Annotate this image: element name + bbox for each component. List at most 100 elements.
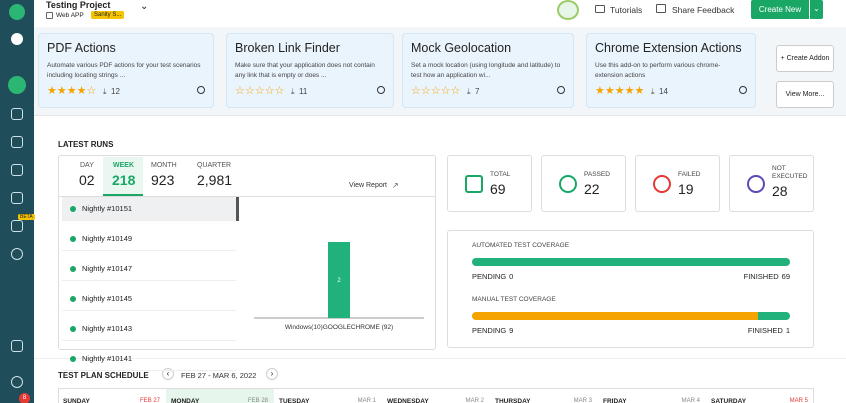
day-date: MAR 1 bbox=[357, 398, 376, 403]
status-dot bbox=[70, 236, 76, 242]
view-report-link[interactable]: View Report bbox=[349, 182, 388, 189]
star: ★ bbox=[595, 85, 605, 97]
create-addon-button[interactable]: + Create Addon bbox=[776, 45, 834, 72]
calendar-day[interactable]: FRIDAY MAR 4 bbox=[598, 389, 706, 403]
nav-icon[interactable] bbox=[11, 220, 23, 232]
addon-title: Broken Link Finder bbox=[235, 41, 340, 55]
calendar-day[interactable]: SATURDAY MAR 5 bbox=[706, 389, 814, 403]
calendar-day[interactable]: TUESDAY MAR 1 bbox=[274, 389, 382, 403]
dashboard-icon[interactable] bbox=[8, 76, 26, 94]
run-name: Nightly #10149 bbox=[82, 234, 133, 243]
run-row[interactable]: Nightly #10149 bbox=[62, 227, 236, 251]
run-row[interactable]: Nightly #10143 bbox=[62, 317, 236, 341]
finished-label: FINISHED bbox=[743, 272, 779, 281]
day-name: THURSDAY bbox=[495, 398, 531, 403]
pending-bar bbox=[472, 312, 759, 320]
logo[interactable] bbox=[9, 4, 25, 20]
stat-label: PASSED bbox=[584, 171, 610, 178]
day-name: SATURDAY bbox=[711, 398, 747, 403]
pending: 9 bbox=[509, 326, 514, 335]
coverage-title: MANUAL TEST COVERAGE bbox=[472, 296, 556, 303]
star: ☆ bbox=[430, 85, 441, 97]
star: ☆ bbox=[440, 85, 451, 97]
add-icon[interactable] bbox=[11, 33, 23, 45]
tab-value: 923 bbox=[151, 172, 175, 188]
chevron[interactable]: ⌄ bbox=[140, 1, 149, 12]
run-chart: 2 Windows(10)GOOGLECHROME (92) bbox=[254, 242, 424, 331]
create-new-button[interactable]: Create New bbox=[751, 0, 809, 19]
star: ★ bbox=[634, 85, 645, 97]
rating-stars: ☆☆☆☆☆ bbox=[411, 84, 460, 97]
download-icon: ⤓ bbox=[651, 87, 655, 96]
addon-card[interactable]: Broken Link Finder Make sure that your ap… bbox=[226, 33, 394, 108]
tab-label: WEEK bbox=[113, 162, 134, 169]
nav-icon[interactable] bbox=[11, 192, 23, 204]
date-range: FEB 27 - MAR 6, 2022 bbox=[181, 371, 257, 380]
x-tick-label: Windows(10)GOOGLECHROME (92) bbox=[285, 324, 393, 331]
calendar-day[interactable]: SUNDAY FEB 27 bbox=[58, 389, 166, 403]
run-name: Nightly #10141 bbox=[82, 354, 133, 363]
run-row[interactable]: Nightly #10141 bbox=[62, 347, 236, 371]
star: ★ bbox=[604, 85, 615, 97]
stat-label: FAILED bbox=[678, 171, 701, 178]
tab-label: QUARTER bbox=[197, 162, 232, 169]
stat-value: 28 bbox=[772, 183, 788, 199]
run-row[interactable]: Nightly #10145 bbox=[62, 287, 236, 311]
star: ☆ bbox=[420, 85, 431, 97]
beta-badge: BETA bbox=[18, 214, 35, 220]
status-dot bbox=[70, 326, 76, 332]
day-date: FEB 28 bbox=[247, 398, 268, 403]
finished-text: FINISHED 69 bbox=[744, 272, 790, 281]
prev-button[interactable]: ‹ bbox=[162, 368, 174, 380]
coverage-bar bbox=[472, 312, 790, 320]
nav-icon[interactable] bbox=[11, 108, 23, 120]
calendar-day[interactable]: THURSDAY MAR 3 bbox=[490, 389, 598, 403]
stat-label: TOTAL bbox=[490, 171, 511, 178]
addon-card[interactable]: PDF Actions Automate various PDF actions … bbox=[38, 33, 214, 108]
calendar-day[interactable]: WEDNESDAY MAR 2 bbox=[382, 389, 490, 403]
run-name: Nightly #10143 bbox=[82, 324, 133, 333]
period-tab[interactable]: DAY 02 bbox=[62, 157, 104, 196]
run-row[interactable]: Nightly #10147 bbox=[62, 257, 236, 281]
finished-label: FINISHED bbox=[747, 326, 783, 335]
stat-value: 69 bbox=[490, 181, 506, 197]
nav-icon[interactable] bbox=[11, 136, 23, 148]
avatar[interactable] bbox=[557, 0, 579, 20]
calendar-day[interactable]: MONDAY FEB 28 bbox=[166, 389, 274, 403]
addon-title: PDF Actions bbox=[47, 41, 116, 55]
nav-icon[interactable] bbox=[11, 164, 23, 176]
stat-value: 19 bbox=[678, 181, 694, 197]
feedback-icon bbox=[656, 4, 666, 13]
divider bbox=[58, 196, 436, 197]
star: ★ bbox=[614, 85, 625, 97]
project-name[interactable]: Testing Project bbox=[46, 0, 111, 10]
feedback-link[interactable]: Share Feedback bbox=[672, 5, 735, 15]
period-tab[interactable]: MONTH 923 bbox=[146, 157, 191, 196]
day-date: MAR 3 bbox=[573, 398, 592, 403]
star: ☆ bbox=[411, 85, 421, 97]
stat-icon bbox=[465, 175, 483, 193]
coverage-bar bbox=[472, 258, 790, 266]
view-more-button[interactable]: View More... bbox=[776, 81, 834, 108]
next-button[interactable]: › bbox=[266, 368, 278, 380]
download-count: 12 bbox=[111, 87, 120, 96]
addon-card[interactable]: Chrome Extension Actions Use this add-on … bbox=[586, 33, 756, 108]
pending-text: PENDING 9 bbox=[472, 326, 513, 335]
addon-description: Use this add-on to perform various chrom… bbox=[595, 62, 721, 79]
create-new-dropdown[interactable]: ⌄ bbox=[810, 0, 823, 19]
addon-card[interactable]: Mock Geolocation Set a mock location (usi… bbox=[402, 33, 574, 108]
addon-description: Set a mock location (using longitude and… bbox=[411, 62, 561, 79]
period-tab[interactable]: QUARTER 2,981 bbox=[192, 157, 234, 196]
period-tab[interactable]: WEEK 218 bbox=[103, 157, 143, 196]
notification-badge[interactable]: 8 bbox=[19, 393, 30, 403]
tutorials-link[interactable]: Tutorials bbox=[610, 5, 643, 15]
stat-value: 22 bbox=[584, 181, 600, 197]
run-row[interactable]: Nightly #10151 bbox=[62, 197, 236, 221]
help-icon[interactable] bbox=[11, 376, 23, 388]
addon-description: Automate various PDF actions for your te… bbox=[47, 62, 201, 79]
nav-icon[interactable] bbox=[11, 248, 23, 260]
star: ★ bbox=[76, 85, 87, 97]
stat-card: FAILED 19 bbox=[635, 155, 720, 212]
nav-icon[interactable] bbox=[11, 340, 23, 352]
stat-card: TOTAL 69 bbox=[447, 155, 532, 212]
